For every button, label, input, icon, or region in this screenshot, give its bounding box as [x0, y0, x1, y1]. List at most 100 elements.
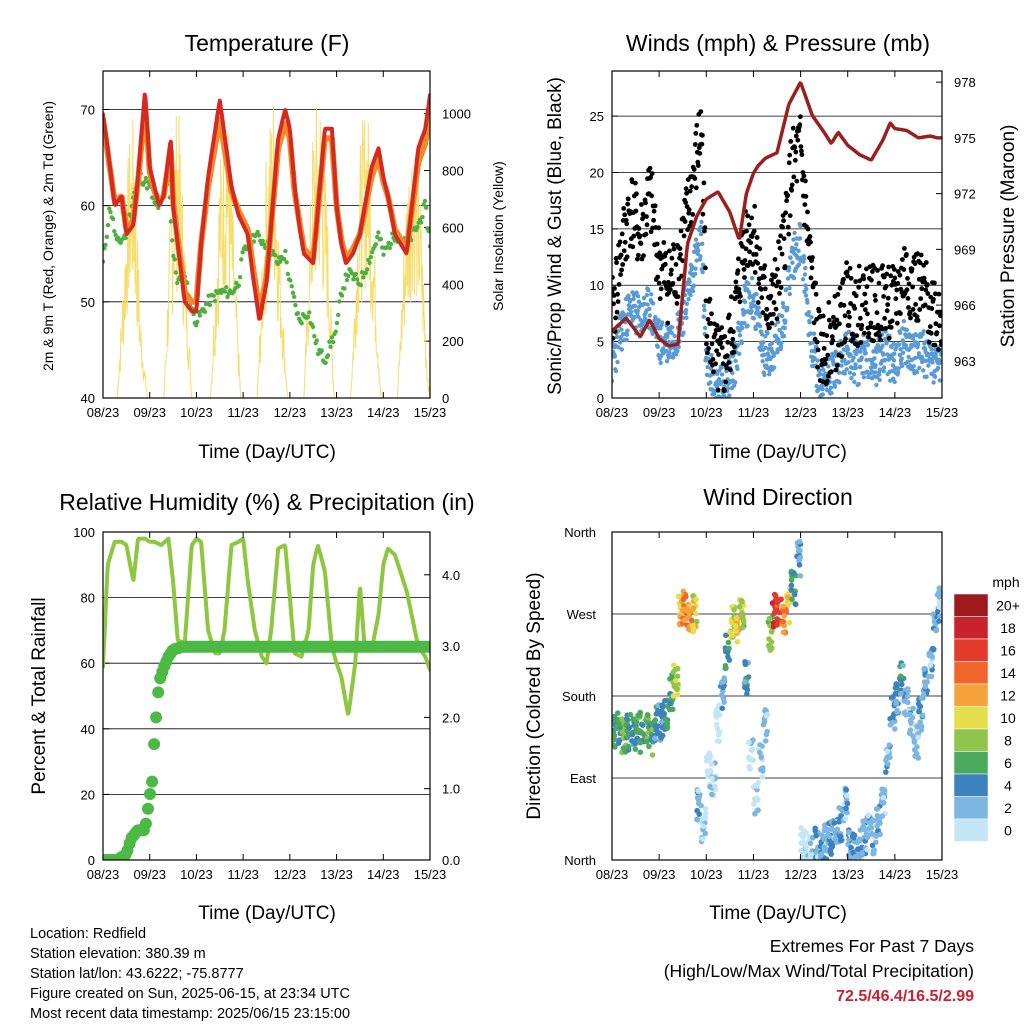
direction-point: [771, 591, 778, 598]
direction-point: [662, 716, 669, 722]
direction-point: [627, 711, 634, 718]
sonic-wind-point: [646, 288, 651, 293]
gust-point: [768, 293, 774, 299]
direction-ylabel: Direction (Colored By Speed): [524, 572, 545, 819]
gust-point: [778, 233, 783, 239]
direction-point: [649, 727, 655, 733]
sonic-wind-point: [791, 237, 796, 242]
direction-point: [912, 753, 918, 759]
direction-point: [763, 731, 770, 738]
direction-point: [664, 720, 670, 727]
gust-point: [785, 193, 791, 198]
gust-point: [622, 212, 628, 218]
sonic-wind-point: [931, 380, 936, 385]
direction-point: [728, 619, 735, 626]
sonic-wind-point: [779, 313, 785, 319]
direction-point: [619, 729, 626, 735]
direction-point: [859, 851, 866, 857]
legend-label: 16: [1000, 642, 1016, 658]
gust-point: [853, 279, 859, 284]
dewpoint-point: [368, 254, 374, 260]
dewpoint-point: [339, 293, 345, 298]
gust-point: [856, 263, 862, 269]
gust-point: [915, 318, 921, 323]
gust-point: [783, 210, 788, 216]
direction-point: [702, 805, 709, 812]
gust-point: [917, 260, 923, 266]
gust-point: [648, 175, 653, 180]
precip-y2tick-label: 3.0: [442, 639, 460, 654]
gust-point: [808, 239, 813, 245]
dewpoint-point: [329, 335, 335, 340]
dewpoint-point: [333, 329, 338, 334]
direction-point: [752, 811, 758, 817]
gust-point: [769, 277, 774, 283]
gust-point: [736, 256, 741, 262]
dewpoint-point: [239, 257, 244, 262]
gust-point: [613, 315, 618, 321]
direction-point: [933, 627, 939, 634]
dewpoint-point: [197, 313, 202, 318]
sonic-wind-point: [746, 281, 751, 286]
direction-point: [857, 837, 863, 844]
direction-point: [695, 800, 702, 807]
direction-point: [615, 740, 622, 746]
pressure-y2tick-label: 972: [954, 187, 976, 202]
gust-point: [933, 321, 939, 327]
solar-y2tick-label: 800: [442, 164, 464, 179]
sonic-wind-point: [892, 379, 897, 385]
humidity-ylabel: Percent & Total Rainfall: [29, 597, 50, 794]
direction-point: [924, 679, 930, 685]
sonic-wind-point: [626, 293, 631, 298]
gust-point: [742, 275, 747, 280]
sonic-wind-point: [628, 309, 634, 315]
dewpoint-point: [212, 298, 218, 304]
dewpoint-point: [293, 303, 298, 308]
dewpoint-point: [342, 286, 347, 291]
direction-point: [936, 604, 942, 610]
direction-point: [798, 847, 804, 854]
sonic-wind-point: [889, 344, 894, 350]
sonic-wind-point: [899, 356, 904, 361]
winds-ylabel: Sonic/Prop Wind & Gust (Blue, Black): [545, 77, 566, 395]
sonic-wind-point: [675, 348, 680, 354]
gust-point: [910, 284, 915, 290]
sonic-wind-point: [619, 347, 625, 352]
dir-xtick-label: 14/23: [879, 867, 912, 882]
gust-point: [730, 329, 736, 335]
direction-point: [712, 783, 718, 790]
direction-point: [797, 554, 804, 561]
rh-ytick-label: 100: [73, 525, 95, 540]
sonic-wind-point: [837, 380, 842, 385]
sonic-wind-point: [696, 248, 701, 253]
gust-point: [620, 262, 626, 267]
gust-point: [724, 353, 730, 359]
sonic-wind-point: [896, 366, 901, 371]
legend-label: 6: [1004, 755, 1012, 771]
dir-xtick-label: 12/23: [784, 867, 817, 882]
sonic-wind-point: [684, 301, 689, 306]
gust-point: [682, 219, 688, 224]
wind-ytick-label: 0: [597, 391, 604, 406]
sonic-wind-point: [858, 349, 863, 354]
gust-point: [884, 271, 890, 277]
dewpoint-point: [369, 250, 375, 255]
sonic-wind-point: [796, 248, 801, 253]
direction-point: [823, 856, 830, 860]
direction-point: [931, 646, 937, 653]
sonic-wind-point: [891, 341, 896, 347]
wind-ytick-label: 10: [590, 278, 604, 293]
gust-point: [746, 222, 752, 228]
gust-point: [726, 312, 732, 318]
gust-point: [904, 287, 910, 293]
gust-point: [709, 341, 715, 347]
sonic-wind-point: [863, 350, 868, 356]
precip-y2tick-label: 0.0: [442, 853, 460, 868]
gust-point: [793, 133, 799, 139]
gust-point: [722, 334, 728, 339]
direction-point: [726, 657, 733, 663]
gust-point: [754, 235, 760, 240]
gust-point: [794, 178, 800, 184]
direction-point: [831, 820, 838, 826]
sonic-wind-point: [839, 363, 844, 368]
